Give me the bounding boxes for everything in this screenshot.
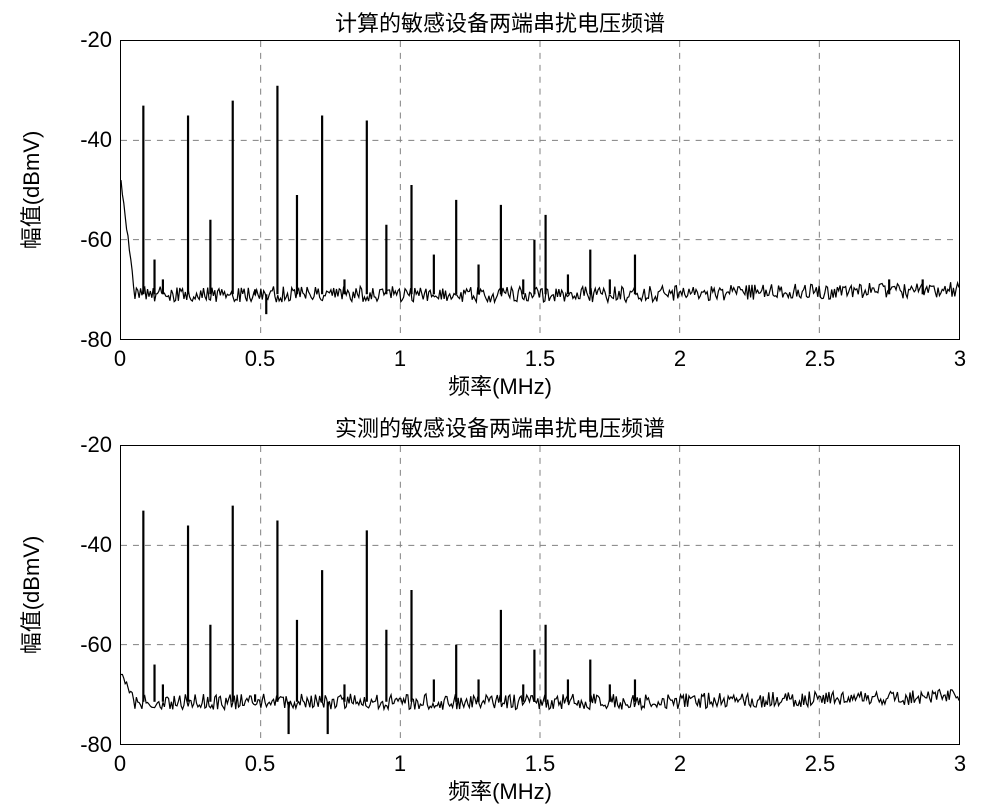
- y-tick-label: -60: [52, 227, 112, 253]
- y-tick-label: -60: [52, 632, 112, 658]
- y-tick-label: -40: [52, 532, 112, 558]
- chart-top: 计算的敏感设备两端串扰电压频谱 幅值(dBmV) 00.511.522.53 -…: [0, 0, 1000, 405]
- y-tick-label: -20: [52, 27, 112, 53]
- plot-area: [120, 445, 960, 745]
- y-tick-label: -80: [52, 732, 112, 758]
- figure-container: 计算的敏感设备两端串扰电压频谱 幅值(dBmV) 00.511.522.53 -…: [0, 0, 1000, 810]
- chart-title: 计算的敏感设备两端串扰电压频谱: [0, 6, 1000, 38]
- plot-area: [120, 40, 960, 340]
- chart-title: 实测的敏感设备两端串扰电压频谱: [0, 411, 1000, 443]
- x-axis-label: 频率(MHz): [0, 774, 1000, 806]
- x-axis-label: 频率(MHz): [0, 369, 1000, 401]
- y-axis-label: 幅值(dBmV): [14, 131, 46, 250]
- y-tick-label: -20: [52, 432, 112, 458]
- y-tick-label: -40: [52, 127, 112, 153]
- chart-bottom: 实测的敏感设备两端串扰电压频谱 幅值(dBmV) 00.511.522.53 -…: [0, 405, 1000, 810]
- y-axis-label: 幅值(dBmV): [14, 536, 46, 655]
- y-tick-label: -80: [52, 327, 112, 353]
